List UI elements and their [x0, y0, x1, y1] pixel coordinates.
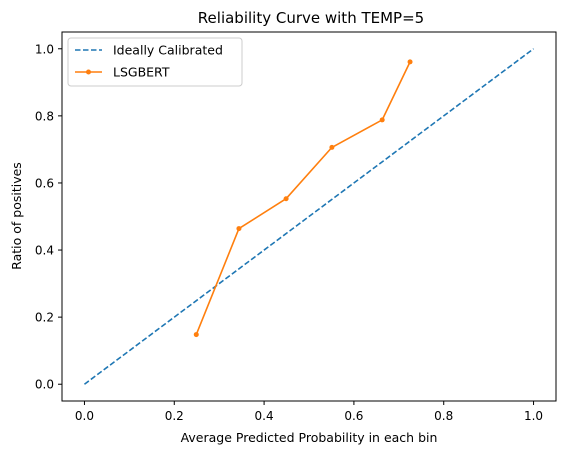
x-tick-label: 0.6: [344, 409, 363, 423]
y-axis-ticks: 0.0 0.2 0.4 0.6 0.8 1.0: [35, 42, 62, 392]
y-tick-label: 0.8: [35, 109, 54, 123]
x-tick-label: 0.8: [434, 409, 453, 423]
legend-label-lsgbert: LSGBERT: [113, 65, 170, 80]
chart-title: Reliability Curve with TEMP=5: [198, 9, 424, 27]
plot-frame: [61, 31, 557, 402]
data-point-lsgbert: [193, 332, 199, 338]
x-axis-ticks: 0.0 0.2 0.4 0.6 0.8 1.0: [75, 401, 543, 423]
data-point-lsgbert: [379, 117, 385, 123]
legend-marker-lsgbert: [86, 69, 91, 75]
x-tick-label: 1.0: [524, 409, 543, 423]
y-tick-label: 0.2: [35, 311, 54, 325]
legend: Ideally Calibrated LSGBERT: [67, 37, 243, 87]
legend-label-ideally-calibrated: Ideally Calibrated: [113, 43, 223, 58]
y-tick-label: 0.6: [35, 176, 54, 190]
series-line-ideally-calibrated: [83, 48, 535, 385]
legend-box: [67, 37, 243, 87]
x-tick-label: 0.0: [75, 409, 94, 423]
series-layer: [83, 48, 535, 385]
y-tick-label: 1.0: [35, 42, 54, 56]
y-tick-label: 0.0: [35, 378, 54, 392]
x-tick-label: 0.4: [255, 409, 274, 423]
series-line-lsgbert: [195, 61, 411, 335]
data-point-lsgbert: [283, 196, 289, 202]
x-axis-label: Average Predicted Probability in each bi…: [181, 430, 438, 445]
data-point-lsgbert: [407, 59, 413, 65]
x-tick-label: 0.2: [165, 409, 184, 423]
data-point-lsgbert: [329, 144, 335, 150]
y-tick-label: 0.4: [35, 244, 54, 258]
y-axis-label: Ratio of positives: [9, 162, 24, 270]
data-point-lsgbert: [236, 226, 242, 232]
